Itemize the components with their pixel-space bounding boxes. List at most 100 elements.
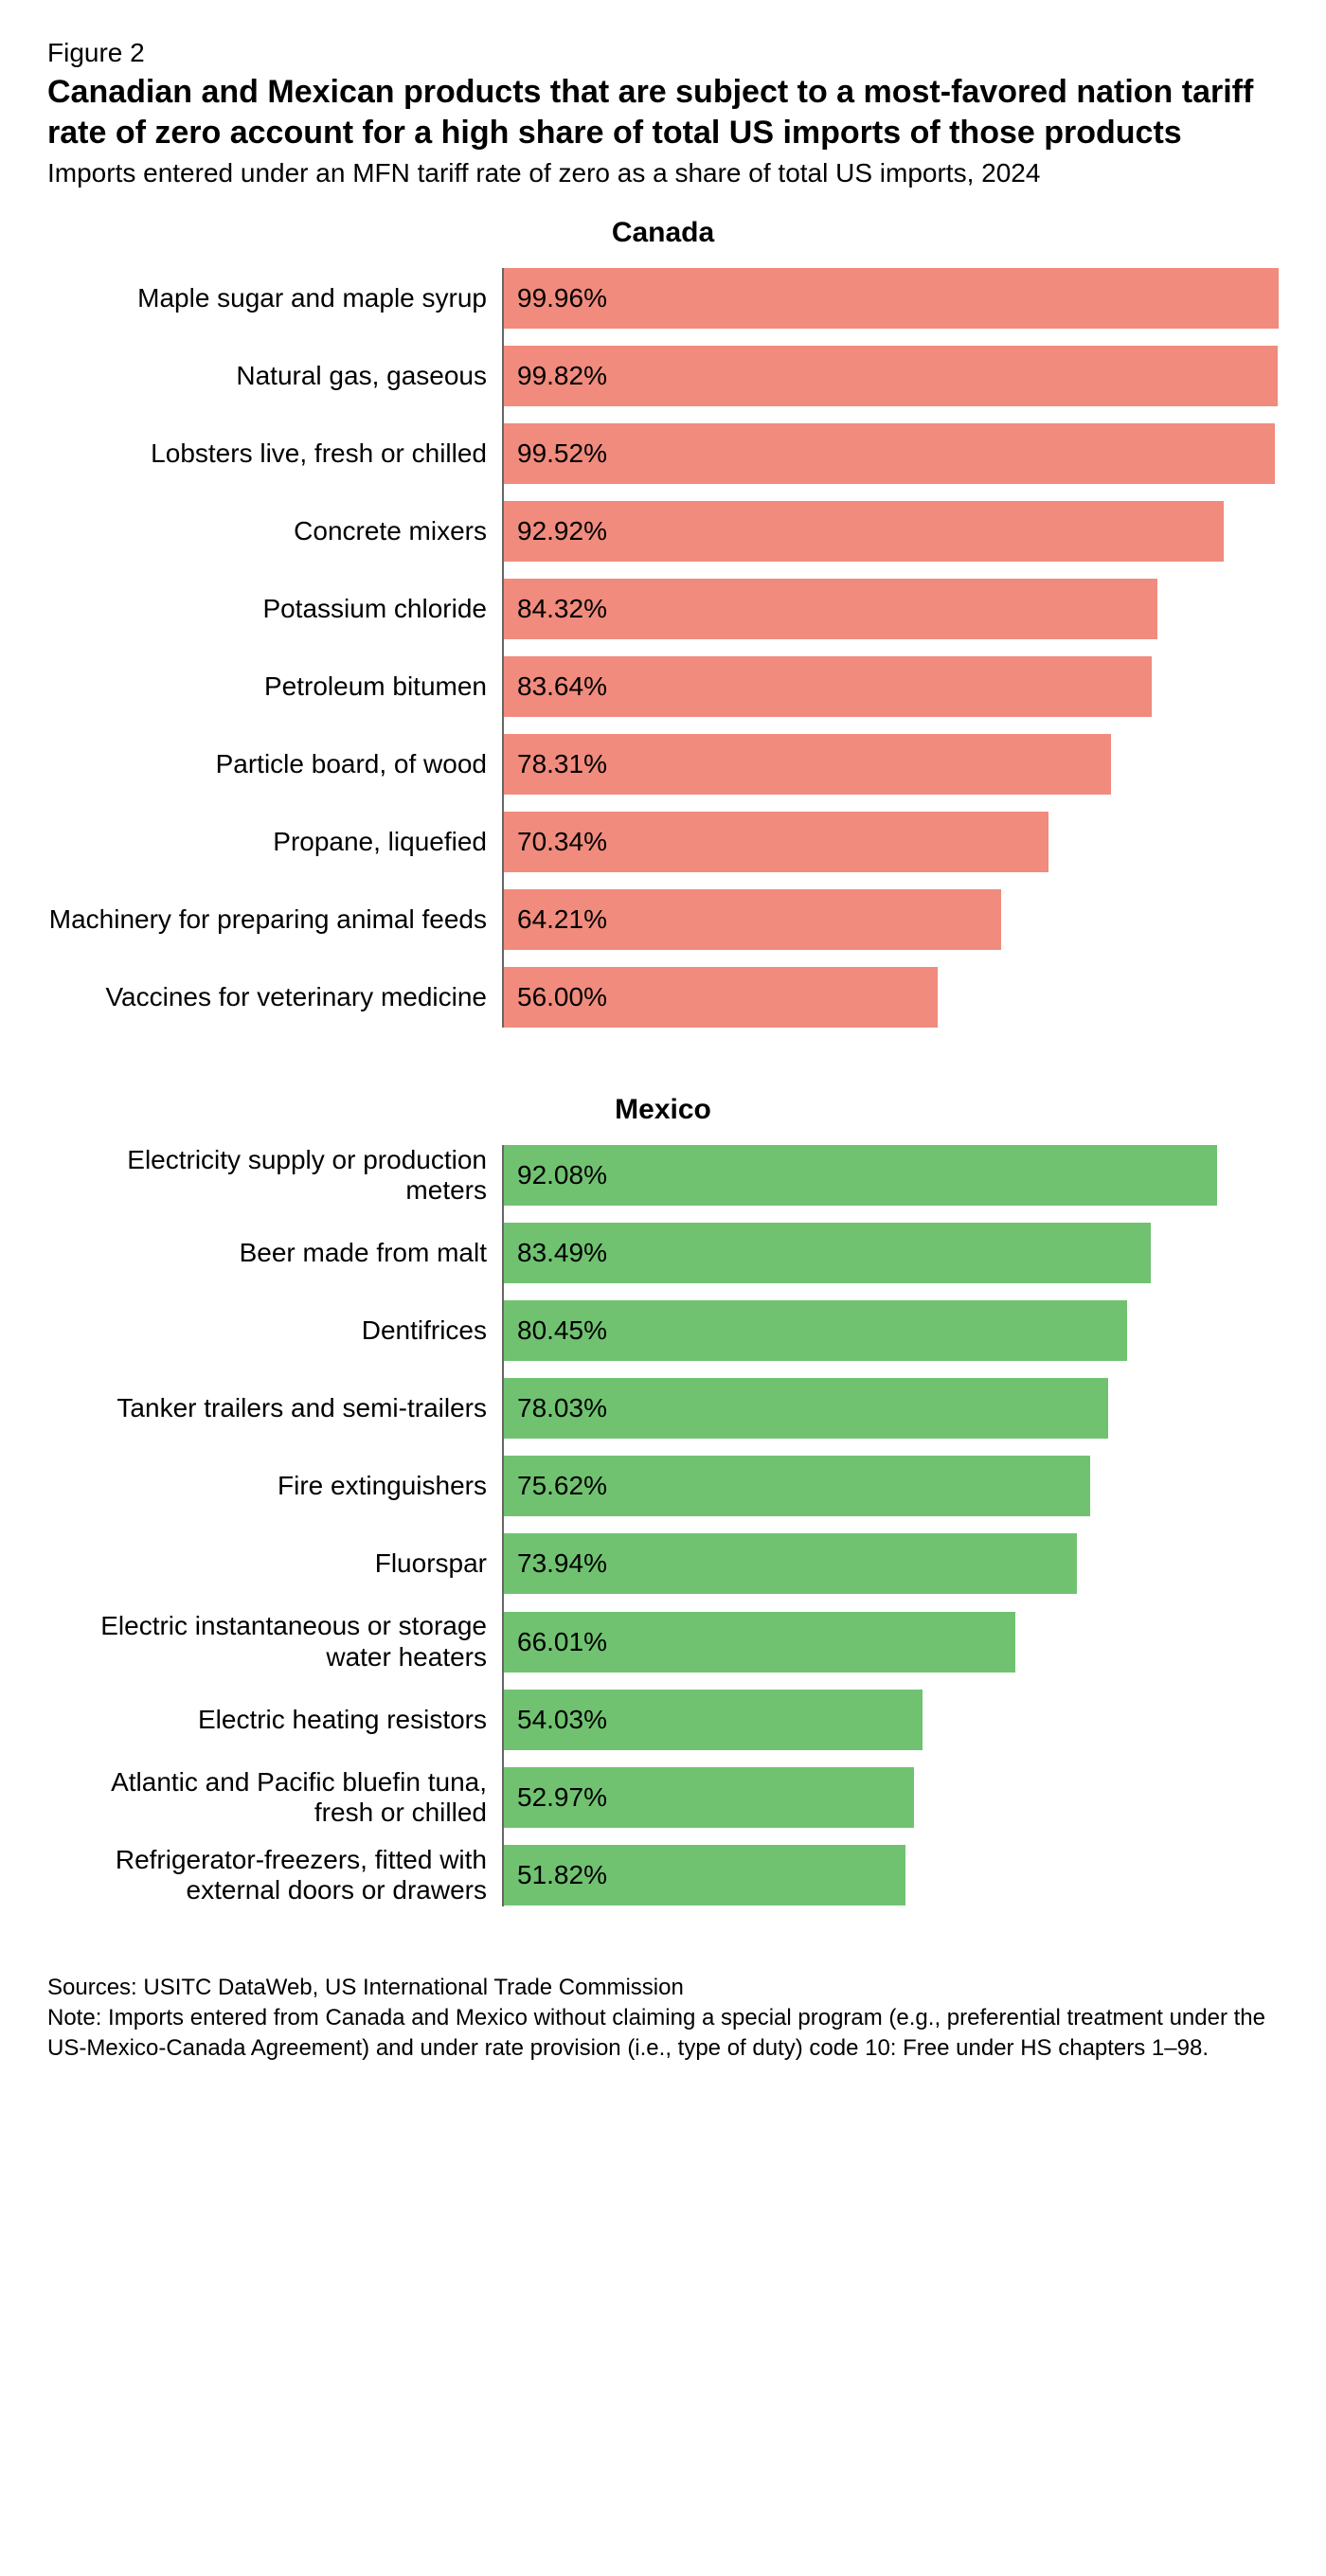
bar: 84.32%: [504, 579, 1157, 639]
bar-row: Machinery for preparing animal feeds 64.2…: [47, 889, 1279, 950]
bar-gap: [47, 1594, 1279, 1611]
bar-track: 83.49%: [502, 1223, 1279, 1283]
bar-label: Maple sugar and maple syrup: [47, 268, 502, 329]
bar-label: Concrete mixers: [47, 501, 502, 562]
bar: 99.96%: [504, 268, 1279, 329]
note-text: Note: Imports entered from Canada and Me…: [47, 2003, 1279, 2065]
panel-title: Mexico: [47, 1094, 1279, 1126]
bar-label: Natural gas, gaseous: [47, 346, 502, 406]
bar-gap: [47, 717, 1279, 734]
bar: 54.03%: [504, 1690, 923, 1750]
bar: 78.31%: [504, 734, 1111, 795]
bar: 80.45%: [504, 1300, 1127, 1361]
bar-value-label: 66.01%: [517, 1627, 607, 1657]
bar-track: 70.34%: [502, 812, 1279, 872]
bar-value-label: 99.82%: [517, 361, 607, 391]
bar: 70.34%: [504, 812, 1048, 872]
bar-track: 73.94%: [502, 1533, 1279, 1594]
bar-track: 78.31%: [502, 734, 1279, 795]
bar: 66.01%: [504, 1612, 1015, 1673]
bar-label: Fluorspar: [47, 1533, 502, 1594]
bar-gap: [47, 1439, 1279, 1456]
bar-row: Fluorspar 73.94%: [47, 1533, 1279, 1594]
bar-gap: [47, 1750, 1279, 1767]
bar-gap: [47, 1361, 1279, 1378]
bar-label: Vaccines for veterinary medicine: [47, 967, 502, 1028]
bar-track: 84.32%: [502, 579, 1279, 639]
figure-label: Figure 2: [47, 38, 1279, 68]
bar-value-label: 92.08%: [517, 1160, 607, 1190]
chart-panel: Mexico Electricity supply or production m…: [47, 1094, 1279, 1906]
bar-row: Maple sugar and maple syrup99.96%: [47, 268, 1279, 329]
bar-label: Dentifrices: [47, 1300, 502, 1361]
bar-label: Particle board, of wood: [47, 734, 502, 795]
bar-row: Refrigerator-freezers, fitted with exter…: [47, 1845, 1279, 1905]
bar-track: 75.62%: [502, 1456, 1279, 1516]
bar-gap: [47, 1828, 1279, 1845]
bar-gap: [47, 1206, 1279, 1223]
bar-value-label: 78.03%: [517, 1393, 607, 1423]
bar-row: Atlantic and Pacific bluefin tuna, fresh…: [47, 1767, 1279, 1828]
bar-gap: [47, 795, 1279, 812]
bar-gap: [47, 1673, 1279, 1690]
bar: 64.21%: [504, 889, 1001, 950]
bar-track: 54.03%: [502, 1690, 1279, 1750]
bar-value-label: 52.97%: [517, 1782, 607, 1813]
bar-value-label: 92.92%: [517, 516, 607, 546]
bar-value-label: 73.94%: [517, 1548, 607, 1579]
bar-row: Concrete mixers 92.92%: [47, 501, 1279, 562]
bar-track: 83.64%: [502, 656, 1279, 717]
bar-row: Tanker trailers and semi-trailers 78.03%: [47, 1378, 1279, 1439]
bar: 99.82%: [504, 346, 1278, 406]
bar-gap: [47, 562, 1279, 579]
bar-value-label: 54.03%: [517, 1705, 607, 1735]
bar-label: Tanker trailers and semi-trailers: [47, 1378, 502, 1439]
bar-label: Electric instantaneous or storage water …: [47, 1611, 502, 1672]
figure-title: Canadian and Mexican products that are s…: [47, 72, 1279, 152]
bar-row: Particle board, of wood78.31%: [47, 734, 1279, 795]
bar: 92.08%: [504, 1145, 1217, 1206]
bar-track: 99.82%: [502, 346, 1279, 406]
bar-value-label: 51.82%: [517, 1860, 607, 1890]
bar-track: 56.00%: [502, 967, 1279, 1028]
chart-panel: CanadaMaple sugar and maple syrup99.96%N…: [47, 217, 1279, 1028]
bar-label: Propane, liquefied: [47, 812, 502, 872]
bar-value-label: 70.34%: [517, 827, 607, 857]
bar: 83.49%: [504, 1223, 1151, 1283]
bar-label: Electricity supply or production meters: [47, 1145, 502, 1206]
figure-sources: Sources: USITC DataWeb, US International…: [47, 1973, 1279, 2065]
bar-track: 80.45%: [502, 1300, 1279, 1361]
bar-value-label: 75.62%: [517, 1471, 607, 1501]
bar-label: Potassium chloride: [47, 579, 502, 639]
bar-gap: [47, 484, 1279, 501]
bar-row: Propane, liquefied 70.34%: [47, 812, 1279, 872]
bar-value-label: 83.64%: [517, 671, 607, 702]
charts-area: CanadaMaple sugar and maple syrup99.96%N…: [47, 217, 1279, 1906]
bar-label: Fire extinguishers: [47, 1456, 502, 1516]
figure-subtitle: Imports entered under an MFN tariff rate…: [47, 158, 1279, 188]
bar-value-label: 64.21%: [517, 904, 607, 935]
bar-row: Vaccines for veterinary medicine56.00%: [47, 967, 1279, 1028]
bar-row: Potassium chloride84.32%: [47, 579, 1279, 639]
bar-label: Beer made from malt: [47, 1223, 502, 1283]
bar-track: 64.21%: [502, 889, 1279, 950]
bar: 75.62%: [504, 1456, 1090, 1516]
bar: 56.00%: [504, 967, 938, 1028]
bar-row: Natural gas, gaseous 99.82%: [47, 346, 1279, 406]
bar: 51.82%: [504, 1845, 905, 1905]
bar-label: Atlantic and Pacific bluefin tuna, fresh…: [47, 1767, 502, 1828]
bar-value-label: 83.49%: [517, 1238, 607, 1268]
bar-row: Electric heating resistors54.03%: [47, 1690, 1279, 1750]
bar-track: 92.92%: [502, 501, 1279, 562]
bar-track: 78.03%: [502, 1378, 1279, 1439]
bar-track: 99.96%: [502, 268, 1279, 329]
sources-text: Sources: USITC DataWeb, US International…: [47, 1973, 1279, 2003]
bar-label: Lobsters live, fresh or chilled: [47, 423, 502, 484]
bar: 92.92%: [504, 501, 1224, 562]
bar-label: Machinery for preparing animal feeds: [47, 889, 502, 950]
bar-gap: [47, 639, 1279, 656]
bar-track: 52.97%: [502, 1767, 1279, 1828]
bar-gap: [47, 950, 1279, 967]
bar-row: Electricity supply or production meters 9…: [47, 1145, 1279, 1206]
bar-track: 66.01%: [502, 1611, 1279, 1672]
